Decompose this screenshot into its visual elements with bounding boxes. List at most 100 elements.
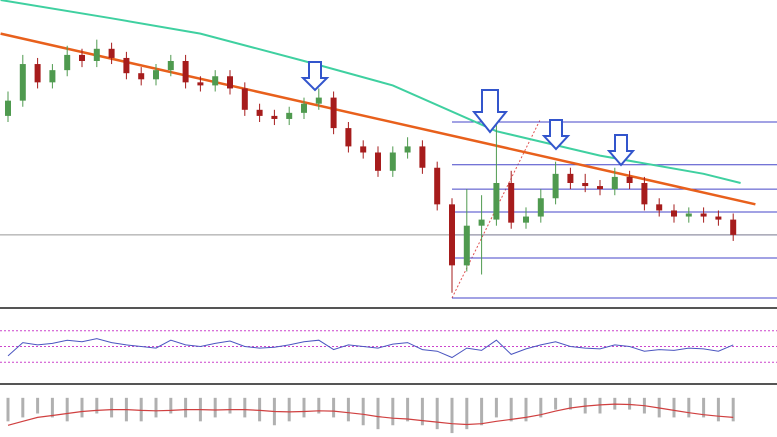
macd-bar — [302, 397, 306, 418]
candle-body — [167, 61, 174, 71]
candle-body — [478, 219, 485, 226]
candle-body — [123, 57, 130, 74]
candle-body — [567, 173, 574, 183]
macd-bar — [50, 397, 54, 418]
candle-body — [34, 64, 41, 83]
candle-body — [508, 183, 515, 223]
candle-body — [19, 64, 26, 101]
macd-bar — [361, 397, 365, 426]
moving-average — [0, 0, 741, 184]
macd-bar — [539, 397, 543, 418]
candle-body — [315, 97, 322, 104]
macd-bar — [287, 397, 291, 422]
candle-body — [182, 61, 189, 83]
macd-bar — [65, 397, 69, 422]
macd-bar — [420, 397, 424, 426]
candle-body — [626, 176, 633, 183]
candle-body — [449, 204, 455, 266]
arrows — [300, 61, 636, 167]
macd-bar — [21, 397, 25, 418]
macd-bar — [80, 397, 84, 418]
macd-bar — [465, 397, 469, 430]
candle-body — [656, 204, 663, 211]
macd-bar — [184, 397, 188, 418]
candle-body — [597, 186, 603, 190]
candle-body — [671, 210, 677, 217]
candle-body — [256, 109, 263, 116]
candle-body — [715, 216, 722, 220]
macd-bar — [258, 397, 262, 422]
candle-body — [138, 73, 145, 80]
candle-body — [360, 146, 367, 153]
macd-bar — [332, 397, 336, 418]
macd-bar — [317, 397, 321, 414]
candle-body — [64, 54, 71, 71]
macd-bar — [672, 397, 676, 418]
arrow — [300, 61, 330, 92]
arrow — [541, 119, 571, 151]
macd-bar — [435, 397, 439, 430]
macd-bar — [376, 397, 380, 430]
macd-bar — [731, 397, 735, 422]
candle-body — [286, 112, 293, 119]
candle-body — [301, 103, 307, 113]
candle-body — [241, 88, 248, 110]
macd-bar — [509, 397, 513, 422]
macd-bar — [702, 397, 706, 418]
candle-body — [93, 48, 100, 61]
macd-bar — [524, 397, 528, 422]
candle-body — [271, 115, 278, 119]
macd-bar — [716, 397, 720, 422]
macd-bar — [110, 397, 114, 418]
candle-body — [419, 146, 426, 168]
candle-body — [153, 70, 159, 80]
candle-body — [79, 54, 85, 61]
macd-bar — [346, 397, 350, 422]
candle-body — [108, 48, 115, 58]
macd-bar — [480, 397, 484, 426]
macd-bar — [391, 397, 395, 426]
macd-bar — [169, 397, 173, 414]
candle-body — [212, 76, 219, 86]
macd-bar — [554, 397, 558, 410]
candle-body — [197, 82, 204, 86]
macd-bar — [494, 397, 498, 418]
arrow — [606, 134, 636, 167]
candle-body — [537, 198, 544, 217]
macd-bar — [628, 397, 632, 410]
candle-body — [552, 173, 559, 199]
candle-body — [434, 167, 441, 205]
candle-body — [330, 97, 337, 129]
rsi-line — [7, 338, 734, 359]
candle-body — [611, 176, 618, 190]
macd-bar — [6, 397, 10, 422]
candle-body — [582, 183, 589, 187]
candle-body — [641, 183, 648, 205]
candle-body — [463, 225, 470, 266]
macd-bar — [243, 397, 247, 418]
candle-body — [404, 146, 411, 153]
macd-bar — [139, 397, 143, 422]
macd-bar — [95, 397, 99, 414]
macd-bar — [406, 397, 410, 422]
candle-body — [227, 76, 233, 89]
macd-bar — [228, 397, 232, 414]
candle-body — [730, 219, 737, 235]
candle-body — [700, 213, 707, 217]
macd-bar — [450, 397, 454, 434]
candle-body — [389, 152, 396, 171]
macd-bar — [36, 397, 40, 414]
macd-bar — [568, 397, 572, 410]
macd-bar — [213, 397, 217, 418]
macd-bar — [687, 397, 691, 418]
arrow — [471, 89, 509, 134]
candle-body — [49, 70, 56, 83]
macd-signal — [7, 403, 734, 426]
candle-body — [685, 213, 692, 217]
candle-body — [493, 183, 500, 220]
candle-body — [375, 152, 381, 171]
candle-body — [5, 100, 11, 116]
